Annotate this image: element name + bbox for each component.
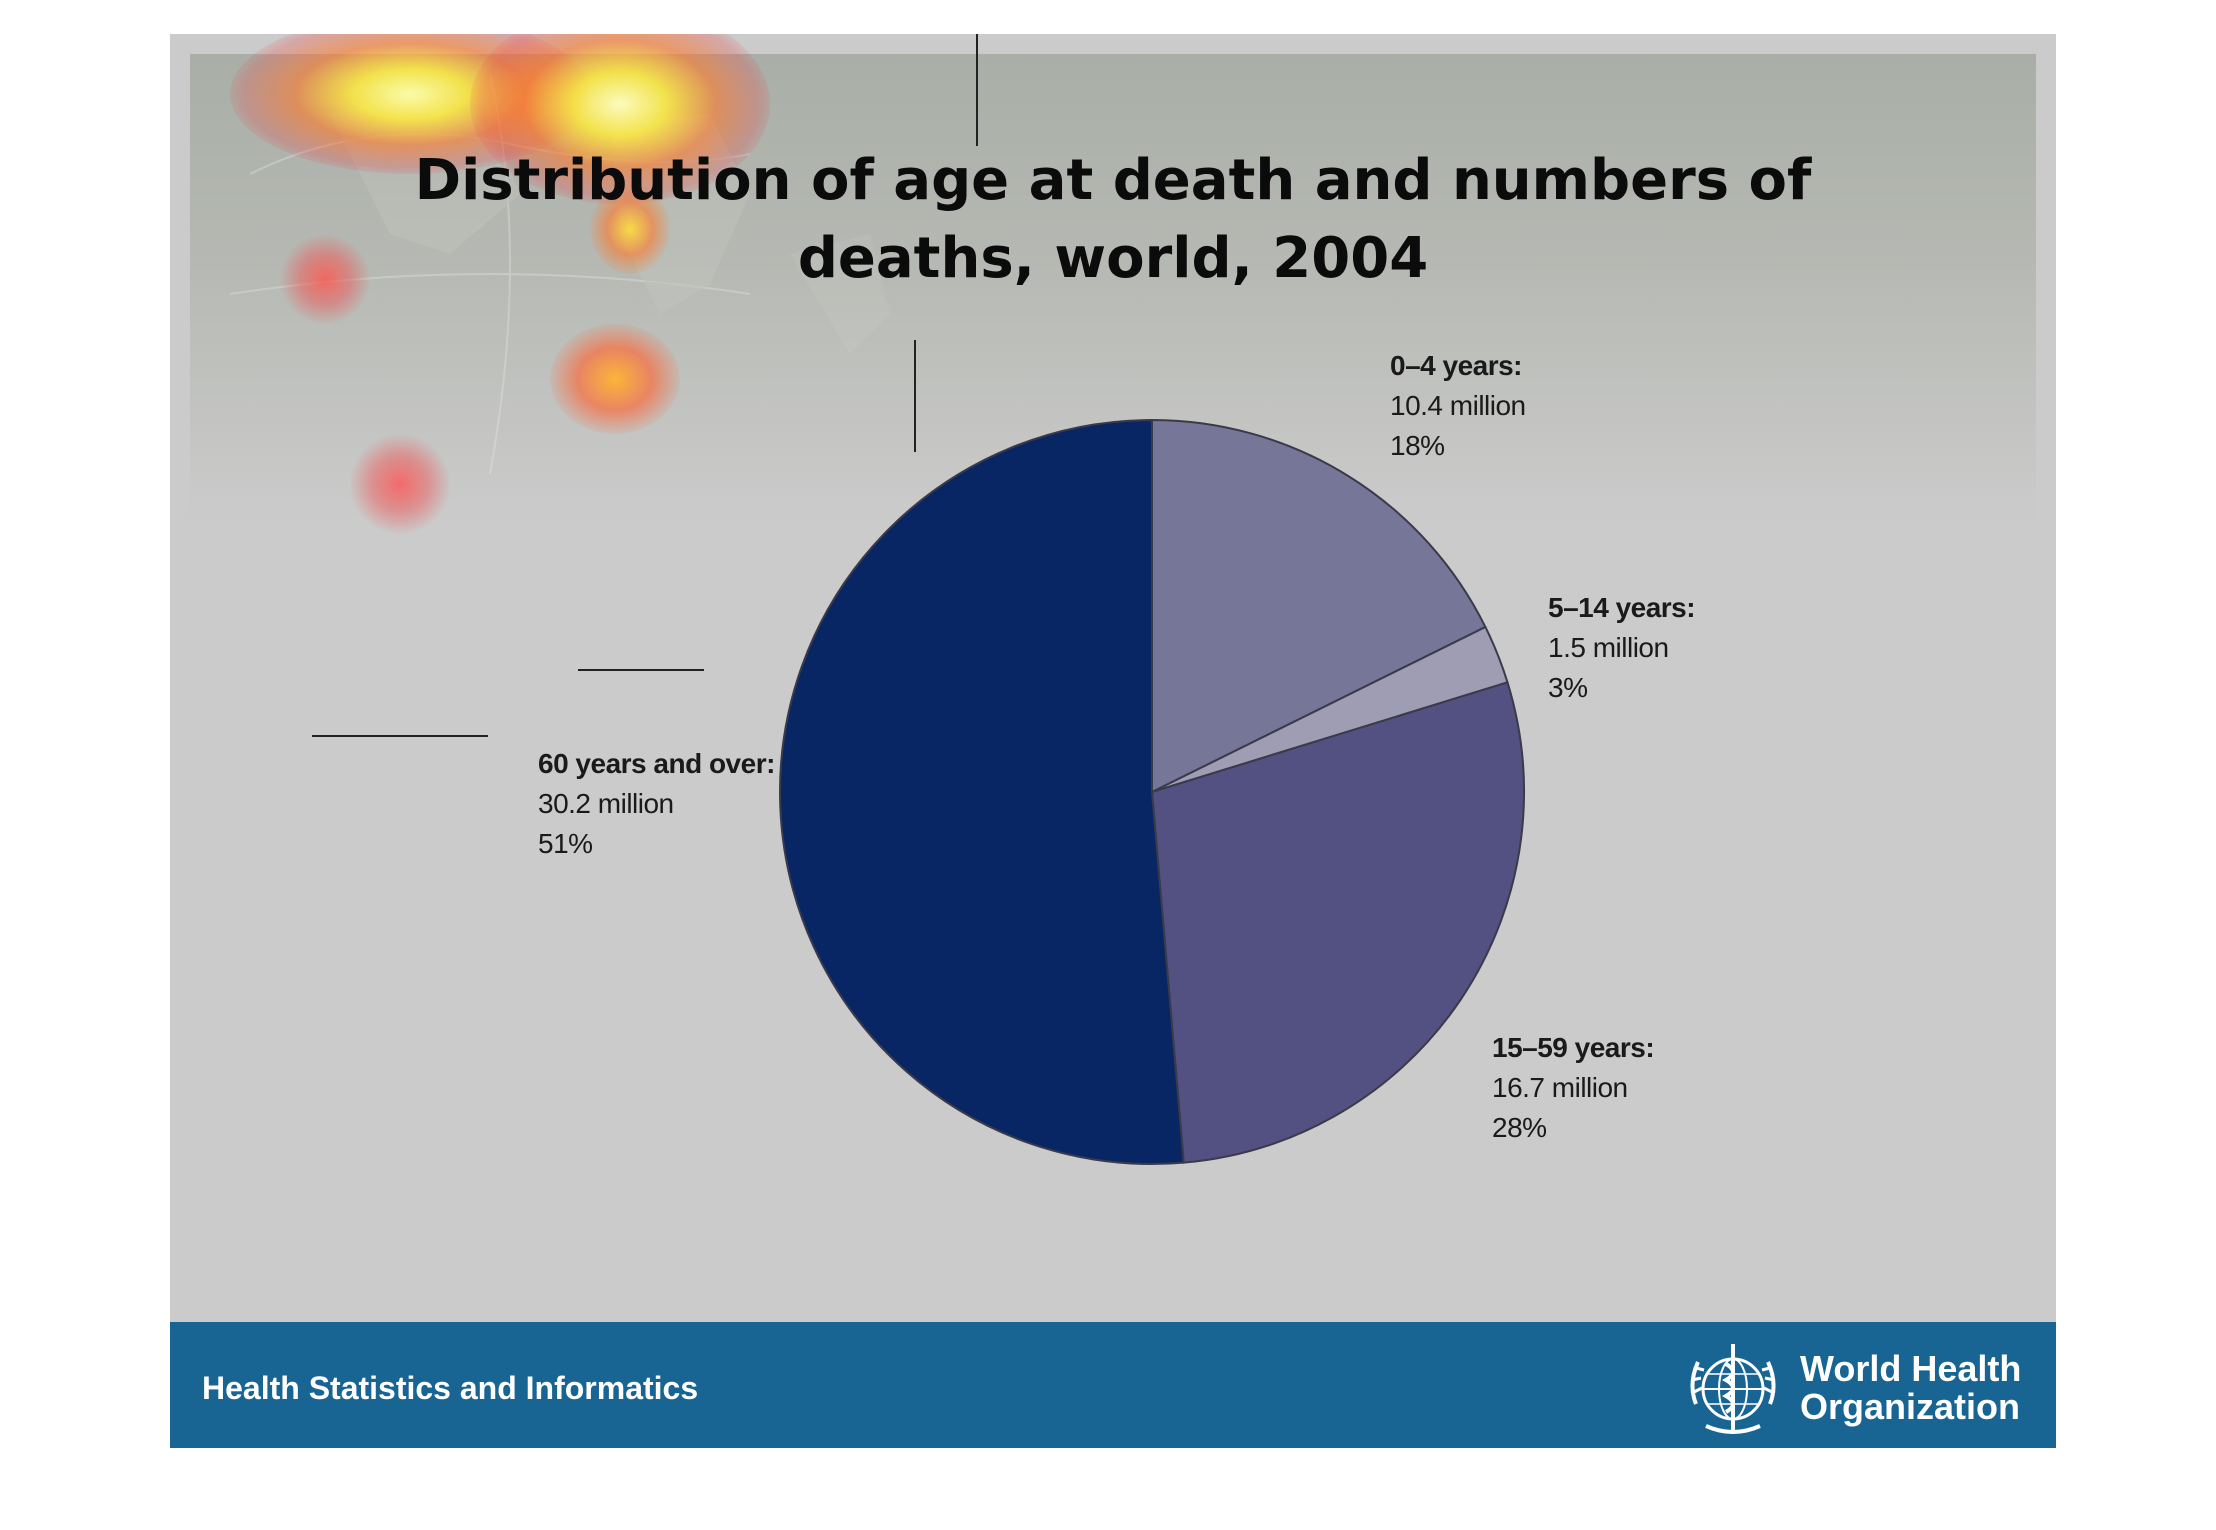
chart-title-line-2: deaths, world, 2004: [797, 226, 1429, 291]
slice-label-title: 15–59 years:: [1492, 1032, 1655, 1063]
who-name-line-2: Organization: [1800, 1386, 2021, 1427]
slice-label-value: 16.7 million: [1492, 1072, 1628, 1103]
slice-label-0-4: 0–4 years: 10.4 million 18%: [1390, 346, 1526, 466]
pie-slice-15-59: [1150, 681, 1525, 1164]
footer-department-text: Health Statistics and Informatics: [202, 1370, 699, 1406]
chart-title: Distribution of age at death and numbers…: [170, 142, 2056, 298]
who-organization-name: World Health Organization: [1800, 1350, 2021, 1426]
slice-label-percent: 28%: [1492, 1112, 1547, 1143]
pie-slice-0-4: [1151, 418, 1487, 794]
slice-label-title: 5–14 years:: [1548, 592, 1696, 623]
who-name-line-1: World Health: [1800, 1348, 2022, 1389]
slide: Distribution of age at death and numbers…: [170, 34, 2056, 1448]
slice-label-percent: 51%: [538, 828, 593, 859]
slice-label-15-59: 15–59 years: 16.7 million 28%: [1492, 1028, 1655, 1148]
divider-line: [976, 34, 978, 146]
divider-line: [578, 669, 704, 671]
slice-label-title: 0–4 years:: [1390, 350, 1523, 381]
divider-line: [914, 340, 916, 452]
slice-label-60-plus: 60 years and over: 30.2 million 51%: [538, 744, 775, 864]
slice-label-value: 30.2 million: [538, 788, 674, 819]
slice-label-percent: 3%: [1548, 672, 1588, 703]
pie-slice-60-plus: [779, 418, 1185, 1165]
chart-title-line-1: Distribution of age at death and numbers…: [414, 148, 1812, 213]
divider-line: [312, 735, 488, 737]
slice-label-title: 60 years and over:: [538, 748, 775, 779]
who-emblem-icon: [1690, 1344, 1776, 1434]
pie-chart: [779, 418, 1525, 1165]
slice-label-value: 1.5 million: [1548, 632, 1669, 663]
footer-bar: Health Statistics and Informatics World …: [170, 1322, 2056, 1448]
slice-label-5-14: 5–14 years: 1.5 million 3%: [1548, 588, 1696, 708]
slice-label-value: 10.4 million: [1390, 390, 1526, 421]
slice-label-percent: 18%: [1390, 430, 1445, 461]
